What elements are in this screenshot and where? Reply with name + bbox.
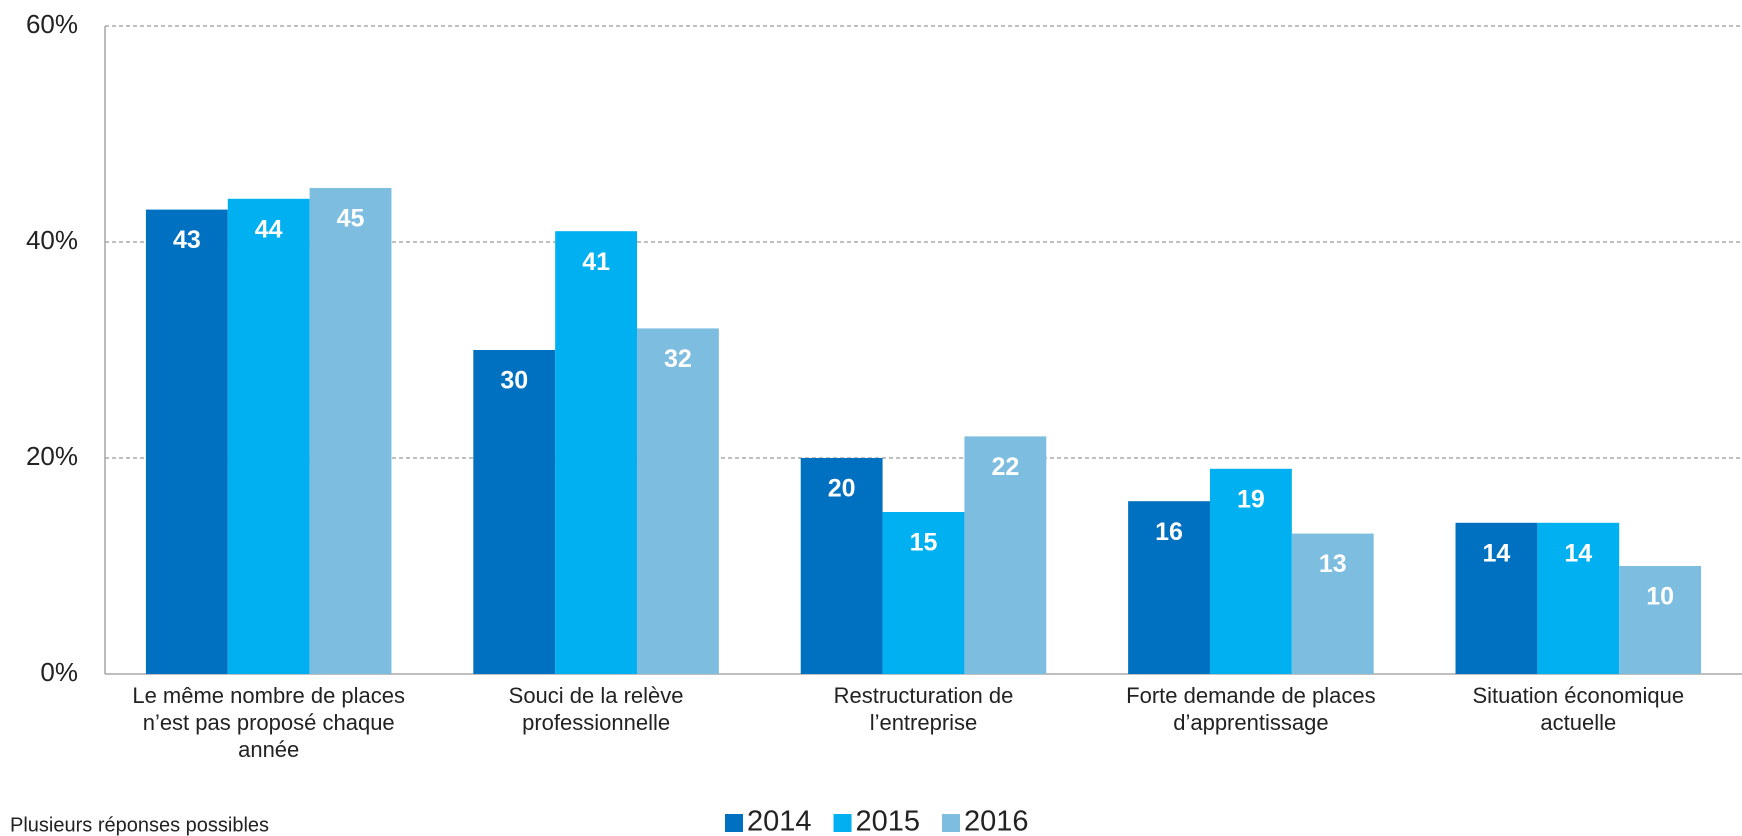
data-label: 20	[828, 475, 856, 503]
legend-swatch	[725, 814, 743, 832]
legend-swatch	[942, 814, 961, 832]
data-label: 41	[582, 248, 610, 276]
data-label: 13	[1319, 550, 1347, 578]
data-label: 45	[337, 205, 365, 233]
note: Plusieurs réponses possibles	[10, 814, 269, 836]
legend-label: 2015	[856, 806, 921, 836]
data-label: 16	[1155, 518, 1183, 546]
bar	[964, 436, 1047, 674]
bar	[145, 209, 228, 674]
data-label: 30	[500, 367, 528, 395]
y-tick-label: 60%	[26, 9, 78, 39]
data-label: 14	[1483, 539, 1511, 567]
y-tick-label: 40%	[26, 225, 78, 255]
y-tick-label: 0%	[40, 657, 78, 687]
bar	[1209, 468, 1292, 674]
data-label: 10	[1646, 583, 1674, 611]
bar	[555, 231, 638, 674]
bar	[1537, 522, 1620, 674]
data-label: 22	[991, 453, 1019, 481]
bar	[800, 458, 883, 674]
data-label: 32	[664, 345, 692, 373]
x-tick-label: Restructuration de l’entreprise	[833, 683, 1014, 735]
x-tick-label: Le même nombre de places n’est pas propo…	[132, 683, 406, 762]
bar	[227, 198, 310, 675]
data-label: 43	[173, 226, 201, 254]
bar	[882, 512, 965, 674]
legend-label: 2016	[964, 806, 1029, 836]
data-label: 19	[1237, 485, 1265, 513]
x-tick-label: Forte demande de places d’apprentissage	[1126, 683, 1376, 735]
data-label: 44	[255, 215, 283, 243]
bar	[309, 188, 392, 674]
bar	[1291, 533, 1374, 674]
y-tick-label: 20%	[26, 441, 78, 471]
x-tick-label: Situation économique actuelle	[1472, 683, 1685, 735]
bar	[1128, 501, 1210, 674]
bar	[637, 328, 719, 674]
x-tick-label: Souci de la relève professionnelle	[508, 683, 684, 735]
bar	[473, 350, 556, 674]
bar	[1619, 566, 1702, 674]
data-label: 14	[1564, 539, 1592, 567]
bar	[1455, 522, 1538, 674]
data-label: 15	[910, 529, 938, 557]
legend-label: 2014	[747, 806, 812, 836]
legend-swatch	[833, 814, 852, 832]
